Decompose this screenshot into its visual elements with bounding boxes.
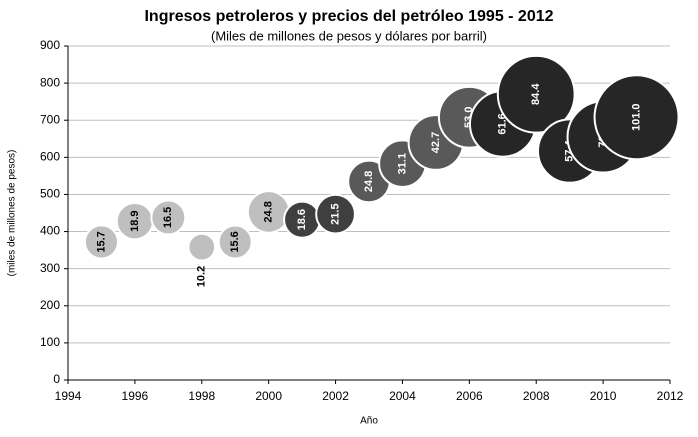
x-axis-label: Año: [360, 416, 378, 427]
bubble: [593, 74, 680, 161]
bubble-label: 42.7: [430, 132, 442, 153]
bubble-label: 10.2: [196, 266, 208, 287]
x-tick-label: 1998: [188, 389, 215, 403]
bubble-label: 18.6: [296, 209, 308, 230]
x-tick-label: 1994: [55, 389, 82, 403]
x-tick-label: 1996: [122, 389, 149, 403]
bubble-label: 101.0: [630, 103, 642, 131]
bubble-label: 21.5: [329, 203, 341, 224]
y-tick-label: 500: [40, 187, 60, 201]
y-tick-label: 700: [40, 112, 60, 126]
bubble-label: 31.1: [396, 153, 408, 174]
y-tick-label: 600: [40, 150, 60, 164]
x-tick-label: 2004: [389, 389, 416, 403]
x-tick-label: 2002: [322, 389, 349, 403]
x-tick-label: 2010: [590, 389, 617, 403]
y-tick-label: 0: [53, 372, 60, 386]
bubble-label: 84.4: [530, 83, 542, 105]
y-tick-label: 400: [40, 224, 60, 238]
y-tick-label: 900: [40, 38, 60, 52]
bubble-label: 16.5: [162, 207, 174, 228]
bubble: [315, 193, 356, 235]
bubble-label: 15.7: [95, 231, 107, 252]
y-tick-label: 300: [40, 261, 60, 275]
bubble-label: 24.8: [263, 201, 275, 222]
chart-title: Ingresos petroleros y precios del petról…: [144, 8, 553, 25]
y-tick-label: 800: [40, 75, 60, 89]
bubble: [187, 232, 217, 262]
x-tick-label: 2012: [657, 389, 684, 403]
bubble: [217, 224, 253, 260]
y-axis-label: (miles de millones de pesos): [7, 150, 18, 277]
bubble: [150, 199, 187, 236]
bubble: [496, 54, 576, 134]
x-tick-label: 2000: [255, 389, 282, 403]
bubble: [83, 224, 120, 260]
bubble-label: 18.9: [129, 210, 141, 231]
bubble-label: 24.8: [363, 171, 375, 192]
x-tick-label: 2006: [456, 389, 483, 403]
bubble-label: 15.6: [229, 231, 241, 252]
y-tick-label: 100: [40, 335, 60, 349]
x-tick-label: 2008: [523, 389, 550, 403]
y-tick-label: 200: [40, 298, 60, 312]
chart-subtitle: (Miles de millones de pesos y dólares po…: [211, 28, 487, 43]
